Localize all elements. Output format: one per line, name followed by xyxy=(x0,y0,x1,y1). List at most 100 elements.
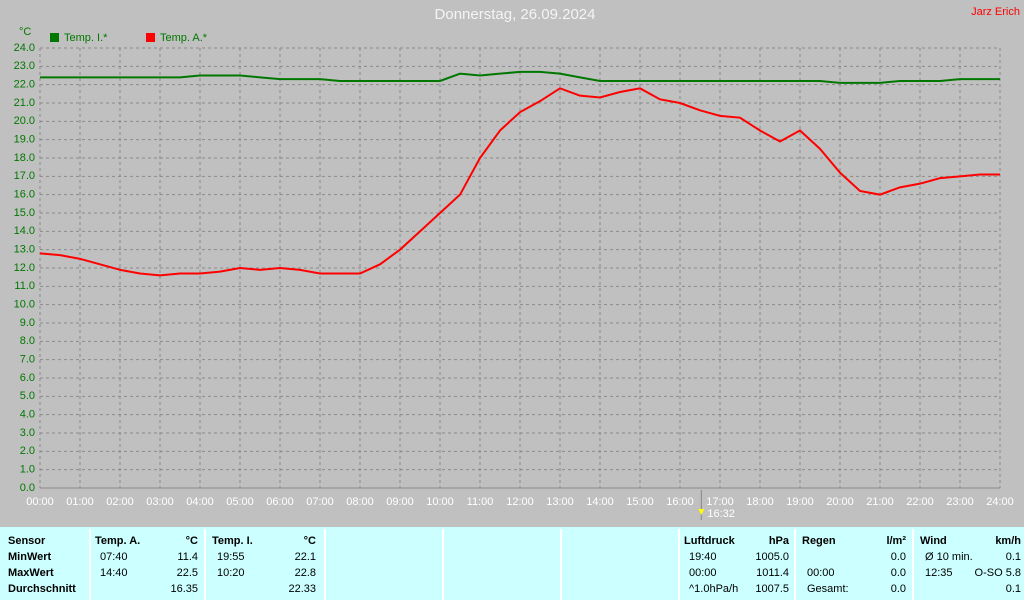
cell-time: Ø 10 min. xyxy=(925,551,973,563)
y-tick-label: 4.0 xyxy=(20,409,35,421)
y-tick-label: 14.0 xyxy=(14,225,35,237)
x-tick-label: 17:00 xyxy=(706,496,734,508)
x-tick-label: 12:00 xyxy=(506,496,534,508)
x-tick-label: 18:00 xyxy=(746,496,774,508)
chart-title: Donnerstag, 26.09.2024 xyxy=(435,6,596,23)
x-tick-label: 20:00 xyxy=(826,496,854,508)
y-tick-label: 15.0 xyxy=(14,207,35,219)
row-label: MinWert xyxy=(8,551,52,563)
x-tick-label: 09:00 xyxy=(386,496,414,508)
cell-time: 19:40 xyxy=(689,551,717,563)
time-marker-label: 16:32 xyxy=(707,508,735,520)
x-tick-label: 02:00 xyxy=(106,496,134,508)
y-tick-label: 23.0 xyxy=(14,60,35,72)
cell-time: Gesamt: xyxy=(807,583,849,595)
x-tick-label: 00:00 xyxy=(26,496,54,508)
cell-value: 0.0 xyxy=(891,583,906,595)
section-name: Luftdruck xyxy=(684,535,736,547)
cell-value: 1011.4 xyxy=(756,567,789,579)
x-tick-label: 24:00 xyxy=(986,496,1014,508)
y-axis-label: °C xyxy=(19,26,31,38)
chart-background xyxy=(0,0,1024,527)
y-tick-label: 3.0 xyxy=(20,427,35,439)
cell-value: 22.33 xyxy=(288,583,316,595)
y-tick-label: 8.0 xyxy=(20,335,35,347)
cell-time: 00:00 xyxy=(689,567,717,579)
cell-time: 10:20 xyxy=(217,567,245,579)
x-tick-label: 01:00 xyxy=(66,496,94,508)
cell-value: 0.0 xyxy=(891,551,906,563)
section-unit: km/h xyxy=(995,535,1021,547)
y-tick-label: 12.0 xyxy=(14,262,35,274)
cell-time: ^1.0hPa/h xyxy=(689,583,738,595)
x-tick-label: 03:00 xyxy=(146,496,174,508)
y-tick-label: 2.0 xyxy=(20,445,35,457)
y-tick-label: 16.0 xyxy=(14,189,35,201)
y-tick-label: 5.0 xyxy=(20,390,35,402)
legend-label: Temp. A.* xyxy=(160,32,208,44)
cell-value: 0.0 xyxy=(891,567,906,579)
section-name: Regen xyxy=(802,535,836,547)
cell-value: 1007.5 xyxy=(755,583,789,595)
cell-value: 16.35 xyxy=(170,583,198,595)
cell-value: O-SO 5.8 xyxy=(975,567,1021,579)
x-tick-label: 06:00 xyxy=(266,496,294,508)
y-tick-label: 11.0 xyxy=(14,280,35,292)
section-unit: hPa xyxy=(769,535,790,547)
section-unit: °C xyxy=(186,535,198,547)
x-tick-label: 23:00 xyxy=(946,496,974,508)
y-tick-label: 1.0 xyxy=(20,464,35,476)
author: Jarz Erich xyxy=(971,6,1020,18)
y-tick-label: 24.0 xyxy=(14,42,35,54)
cell-time: 12:35 xyxy=(925,567,953,579)
x-tick-label: 15:00 xyxy=(626,496,654,508)
y-tick-label: 19.0 xyxy=(14,134,35,146)
cell-time: 19:55 xyxy=(217,551,245,563)
y-tick-label: 9.0 xyxy=(20,317,35,329)
cell-time: 14:40 xyxy=(100,567,128,579)
x-tick-label: 16:00 xyxy=(666,496,694,508)
x-tick-label: 04:00 xyxy=(186,496,214,508)
section-name: Temp. I. xyxy=(212,535,253,547)
cell-time: 07:40 xyxy=(100,551,128,563)
x-tick-label: 22:00 xyxy=(906,496,934,508)
x-tick-label: 14:00 xyxy=(586,496,614,508)
cell-value: 22.8 xyxy=(295,567,316,579)
cell-value: 11.4 xyxy=(177,551,198,563)
x-tick-label: 10:00 xyxy=(426,496,454,508)
y-tick-label: 17.0 xyxy=(14,170,35,182)
cell-value: 0.1 xyxy=(1006,583,1021,595)
row-label: Durchschnitt xyxy=(8,583,76,595)
x-tick-label: 05:00 xyxy=(226,496,254,508)
y-tick-label: 6.0 xyxy=(20,372,35,384)
y-tick-label: 13.0 xyxy=(14,244,35,256)
x-tick-label: 11:00 xyxy=(467,496,494,508)
cell-value: 22.5 xyxy=(177,567,198,579)
section-unit: °C xyxy=(304,535,316,547)
y-tick-label: 0.0 xyxy=(20,482,35,494)
x-tick-label: 08:00 xyxy=(346,496,374,508)
y-tick-label: 7.0 xyxy=(20,354,35,366)
section-unit: l/m² xyxy=(886,535,906,547)
y-tick-label: 21.0 xyxy=(14,97,35,109)
x-tick-label: 21:00 xyxy=(866,496,894,508)
x-tick-label: 19:00 xyxy=(786,496,814,508)
y-tick-label: 20.0 xyxy=(14,115,35,127)
legend-swatch xyxy=(50,33,59,42)
line-series xyxy=(40,70,1000,84)
x-tick-label: 13:00 xyxy=(546,496,574,508)
row-label: MaxWert xyxy=(8,567,54,579)
legend-swatch xyxy=(146,33,155,42)
cell-value: 0.1 xyxy=(1006,551,1021,563)
y-tick-label: 18.0 xyxy=(14,152,35,164)
x-tick-label: 07:00 xyxy=(306,496,334,508)
y-tick-label: 22.0 xyxy=(14,79,35,91)
cell-time: 00:00 xyxy=(807,567,835,579)
table-background xyxy=(0,527,1024,600)
cell-value: 1005.0 xyxy=(755,551,789,563)
cell-value: 22.1 xyxy=(295,551,316,563)
row-label: Sensor xyxy=(8,535,46,547)
line-series xyxy=(39,87,1000,277)
y-tick-label: 10.0 xyxy=(14,299,35,311)
